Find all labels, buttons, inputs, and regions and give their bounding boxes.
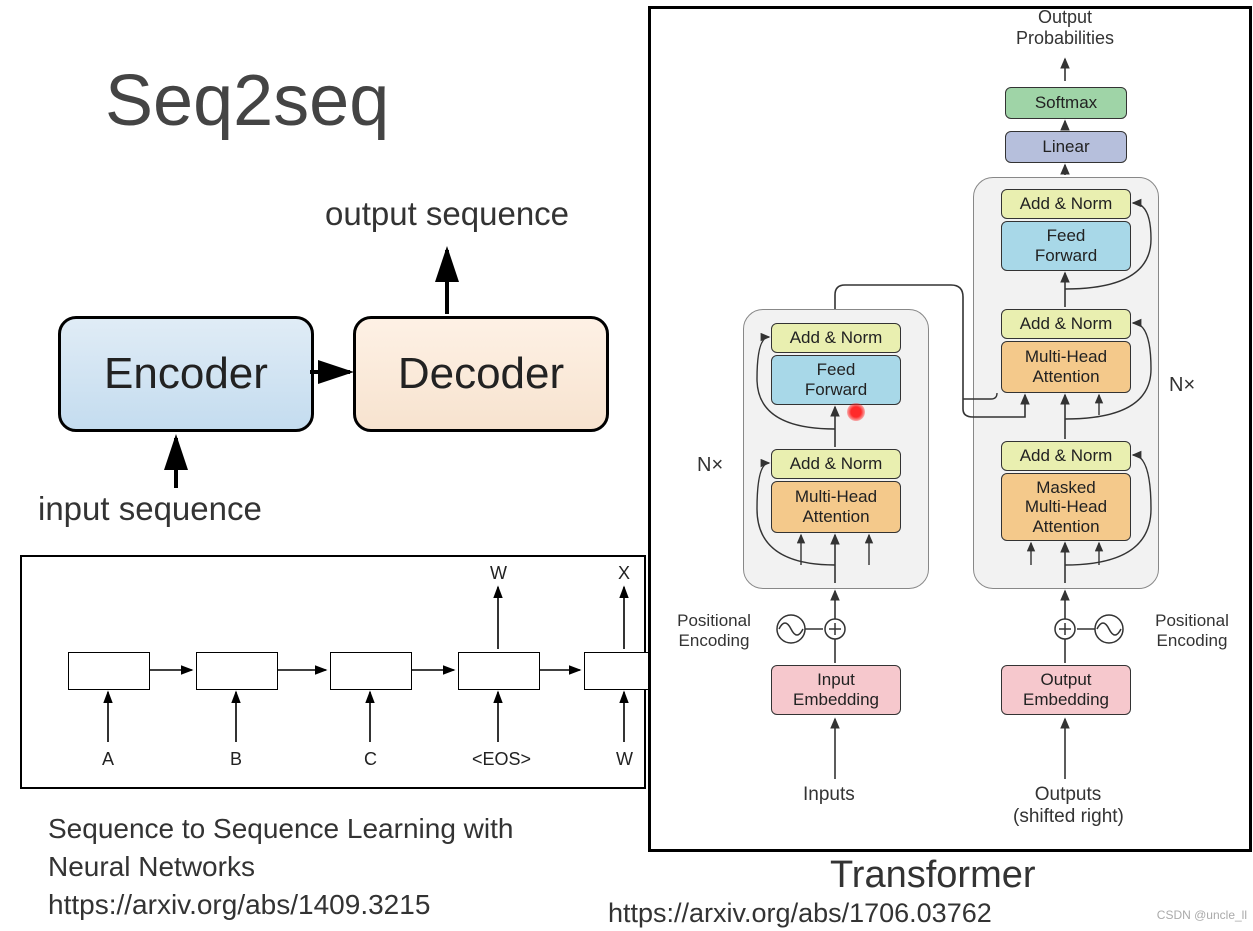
rnn-cell-0 bbox=[68, 652, 150, 690]
nx-decoder: N× bbox=[1169, 374, 1195, 397]
rnn-cell-1 bbox=[196, 652, 278, 690]
decoder-box: Decoder bbox=[353, 316, 609, 432]
enc-addnorm-2: Add & Norm bbox=[771, 449, 901, 479]
seq2seq-cite-l1: Sequence to Sequence Learning with bbox=[48, 813, 513, 844]
enc-mha: Multi-Head Attention bbox=[771, 481, 901, 533]
seq2seq-cite-url: https://arxiv.org/abs/1409.3215 bbox=[48, 889, 430, 920]
rnn-in-1: B bbox=[230, 749, 242, 770]
transformer-url: https://arxiv.org/abs/1706.03762 bbox=[608, 895, 992, 931]
transformer-title: Transformer bbox=[830, 850, 1036, 901]
rnn-in-2: C bbox=[364, 749, 377, 770]
nx-encoder: N× bbox=[697, 454, 723, 477]
rnn-out-4: X bbox=[618, 563, 630, 584]
input-sequence-label: input sequence bbox=[38, 490, 262, 528]
arrow-input-up bbox=[164, 430, 194, 492]
seq2seq-title: Seq2seq bbox=[105, 60, 389, 142]
input-embedding: Input Embedding bbox=[771, 665, 901, 715]
output-sequence-label: output sequence bbox=[325, 195, 569, 233]
arrow-enc-to-dec bbox=[310, 360, 355, 390]
arrow-dec-up bbox=[435, 242, 465, 318]
pos-enc-left-label: Positional Encoding bbox=[659, 611, 769, 651]
transformer-diagram: Output Probabilities Softmax Linear Add … bbox=[648, 6, 1252, 852]
rnn-in-4: W bbox=[616, 749, 633, 770]
seq2seq-cite-l2: Neural Networks bbox=[48, 851, 255, 882]
softmax-box: Softmax bbox=[1005, 87, 1127, 119]
encoder-box: Encoder bbox=[58, 316, 314, 432]
seq2seq-citation: Sequence to Sequence Learning with Neura… bbox=[48, 810, 513, 923]
enc-ff: Feed Forward bbox=[771, 355, 901, 405]
dec-addnorm-2: Add & Norm bbox=[1001, 309, 1131, 339]
inputs-label: Inputs bbox=[803, 784, 855, 806]
linear-box: Linear bbox=[1005, 131, 1127, 163]
pointer-dot bbox=[847, 403, 865, 421]
rnn-diagram: A B C <EOS> W W X bbox=[20, 555, 646, 789]
rnn-in-0: A bbox=[102, 749, 114, 770]
pos-enc-right-label: Positional Encoding bbox=[1137, 611, 1247, 651]
rnn-cell-2 bbox=[330, 652, 412, 690]
dec-masked-mha: Masked Multi-Head Attention bbox=[1001, 473, 1131, 541]
enc-addnorm-1: Add & Norm bbox=[771, 323, 901, 353]
output-prob-label: Output Probabilities bbox=[1005, 7, 1125, 49]
rnn-in-3: <EOS> bbox=[472, 749, 531, 770]
transformer-arrows bbox=[651, 9, 1249, 849]
dec-ff: Feed Forward bbox=[1001, 221, 1131, 271]
rnn-cell-3 bbox=[458, 652, 540, 690]
outputs-label: Outputs (shifted right) bbox=[1013, 784, 1123, 828]
dec-mha: Multi-Head Attention bbox=[1001, 341, 1131, 393]
rnn-out-3: W bbox=[490, 563, 507, 584]
dec-addnorm-1: Add & Norm bbox=[1001, 189, 1131, 219]
output-embedding: Output Embedding bbox=[1001, 665, 1131, 715]
watermark: CSDN @uncle_ll bbox=[1157, 908, 1247, 922]
dec-addnorm-3: Add & Norm bbox=[1001, 441, 1131, 471]
